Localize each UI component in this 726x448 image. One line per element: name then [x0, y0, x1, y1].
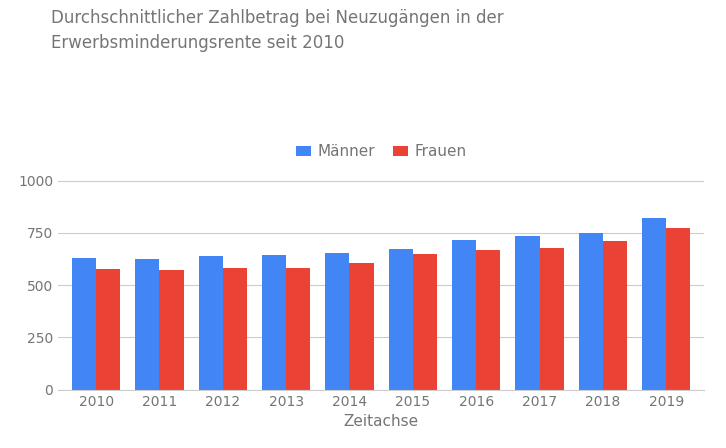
Bar [199, 256, 223, 390]
Bar [579, 233, 603, 390]
X-axis label: Zeitachse: Zeitachse [343, 414, 419, 429]
Bar [642, 218, 666, 390]
Bar [160, 270, 184, 390]
Bar [135, 259, 160, 390]
Bar [223, 268, 247, 390]
Bar [452, 240, 476, 390]
Bar [286, 267, 310, 390]
Legend: Männer, Frauen: Männer, Frauen [290, 138, 473, 166]
Bar [262, 255, 286, 390]
Bar [413, 254, 437, 390]
Bar [666, 228, 690, 390]
Text: Durchschnittlicher Zahlbetrag bei Neuzugängen in der
Erwerbsminderungsrente seit: Durchschnittlicher Zahlbetrag bei Neuzug… [51, 9, 503, 52]
Bar [603, 241, 627, 390]
Bar [96, 269, 121, 390]
Bar [539, 248, 563, 390]
Bar [349, 263, 374, 390]
Bar [388, 249, 413, 390]
Bar [476, 250, 500, 390]
Bar [515, 236, 539, 390]
Bar [72, 258, 96, 390]
Bar [325, 253, 349, 390]
